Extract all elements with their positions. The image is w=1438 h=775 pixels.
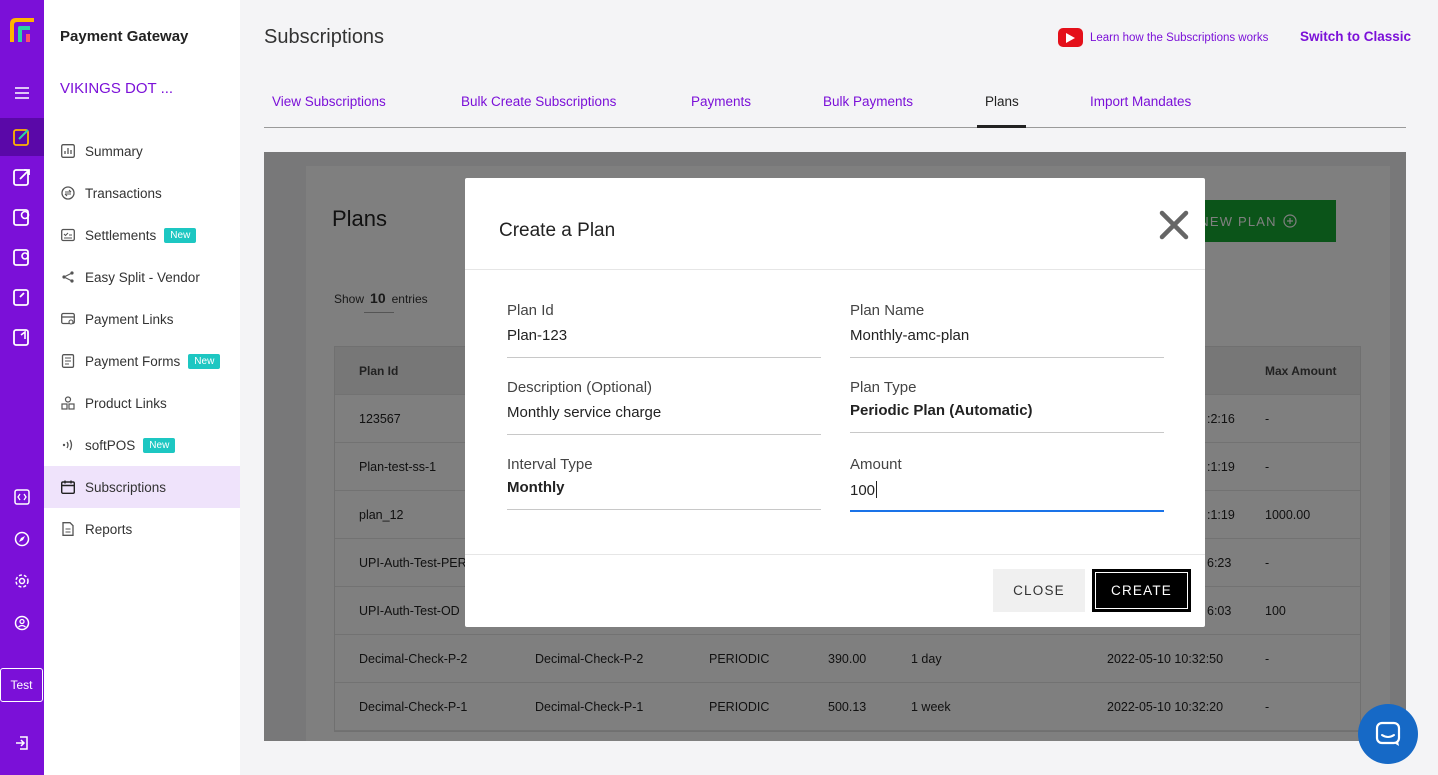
plan-type-select[interactable]: Periodic Plan (Automatic)	[850, 402, 1164, 433]
payment-gateway-icon[interactable]	[0, 118, 44, 156]
plan-id-input[interactable]: Plan-123	[507, 327, 821, 358]
profile-icon[interactable]	[0, 604, 44, 642]
chat-launcher[interactable]	[1358, 704, 1418, 764]
learn-link-label: Learn how the Subscriptions works	[1090, 31, 1269, 44]
description-input[interactable]: Monthly service charge	[507, 404, 821, 435]
sidebar: Payment Gateway VIKINGS DOT ... Summary …	[44, 0, 240, 775]
chat-icon	[1375, 721, 1401, 746]
text-cursor	[876, 481, 878, 498]
tab-payments[interactable]: Payments	[691, 94, 752, 109]
sidebar-item-label: Subscriptions	[85, 479, 167, 495]
active-tab-indicator	[977, 125, 1026, 128]
tab-bulk-create-subscriptions[interactable]: Bulk Create Subscriptions	[461, 94, 617, 109]
sidebar-item-summary[interactable]: Summary	[44, 130, 240, 172]
create-plan-dialog: Create a Plan Plan Id Plan-123 Plan Name…	[465, 178, 1205, 627]
plan-name-field: Plan Name Monthly-amc-plan	[850, 302, 1164, 358]
plan-id-field: Plan Id Plan-123	[507, 302, 821, 358]
cashgram-icon[interactable]	[0, 318, 44, 356]
interval-type-label: Interval Type	[507, 456, 593, 473]
tab-import-mandates[interactable]: Import Mandates	[1090, 94, 1192, 109]
tab-plans[interactable]: Plans	[985, 94, 1019, 109]
create-button[interactable]: CREATE	[1092, 569, 1191, 612]
close-icon[interactable]	[1157, 208, 1191, 242]
sidebar-item-payment-forms[interactable]: Payment Forms New	[44, 340, 240, 382]
developers-icon[interactable]	[0, 478, 44, 516]
tab-bulk-payments[interactable]: Bulk Payments	[823, 94, 914, 109]
new-badge: New	[164, 227, 197, 243]
explore-icon[interactable]	[0, 520, 44, 558]
sidebar-item-label: softPOS	[85, 437, 136, 453]
auto-collect-icon[interactable]	[0, 278, 44, 316]
product-title: Payment Gateway	[60, 28, 189, 45]
plan-id-label: Plan Id	[507, 302, 554, 319]
sidebar-item-label: Reports	[85, 521, 133, 537]
secure-id-icon[interactable]	[0, 238, 44, 276]
amount-value: 100	[850, 482, 876, 499]
plan-type-field: Plan Type Periodic Plan (Automatic)	[850, 379, 1164, 433]
plan-type-label: Plan Type	[850, 379, 917, 396]
transactions-icon	[60, 185, 76, 201]
description-field: Description (Optional) Monthly service c…	[507, 379, 821, 435]
logout-icon[interactable]	[0, 724, 44, 762]
sidebar-item-label: Transactions	[85, 185, 162, 201]
merchant-name[interactable]: VIKINGS DOT ...	[60, 80, 174, 97]
learn-link[interactable]: Learn how the Subscriptions works	[1058, 28, 1268, 47]
dialog-title: Create a Plan	[499, 220, 616, 241]
sidebar-item-label: Settlements	[85, 227, 157, 243]
sidebar-item-easy-split[interactable]: Easy Split - Vendor	[44, 256, 240, 298]
settlements-icon	[60, 227, 76, 243]
dialog-header: Create a Plan	[465, 178, 1205, 270]
close-button[interactable]: CLOSE	[993, 569, 1085, 612]
amount-label: Amount	[850, 456, 902, 473]
payment-link-icon	[60, 311, 76, 327]
new-badge: New	[143, 437, 176, 453]
sidebar-item-label: Payment Forms	[85, 353, 181, 369]
sidebar-item-transactions[interactable]: Transactions	[44, 172, 240, 214]
sidebar-item-label: Summary	[85, 143, 143, 159]
page-title: Subscriptions	[264, 26, 385, 48]
tab-view-subscriptions[interactable]: View Subscriptions	[272, 94, 386, 109]
nfc-icon	[60, 437, 76, 453]
interval-type-field: Interval Type Monthly	[507, 456, 821, 510]
plan-name-label: Plan Name	[850, 302, 925, 319]
calendar-icon	[60, 479, 76, 495]
sidebar-item-settlements[interactable]: Settlements New	[44, 214, 240, 256]
verification-icon[interactable]	[0, 198, 44, 236]
sidebar-item-label: Product Links	[85, 395, 167, 411]
sidebar-item-reports[interactable]: Reports	[44, 508, 240, 550]
split-icon	[60, 269, 76, 285]
form-icon	[60, 353, 76, 369]
bar-chart-icon	[60, 143, 76, 159]
interval-type-select[interactable]: Monthly	[507, 479, 821, 510]
sidebar-item-softpos[interactable]: softPOS New	[44, 424, 240, 466]
settings-icon[interactable]	[0, 562, 44, 600]
logo-icon	[10, 18, 34, 42]
youtube-icon	[1058, 28, 1083, 47]
sidebar-item-label: Easy Split - Vendor	[85, 269, 200, 285]
sidebar-item-subscriptions[interactable]: Subscriptions	[44, 466, 240, 508]
sidebar-item-payment-links[interactable]: Payment Links	[44, 298, 240, 340]
switch-to-classic-link[interactable]: Switch to Classic	[1300, 29, 1412, 44]
sidebar-item-product-links[interactable]: Product Links	[44, 382, 240, 424]
payouts-icon[interactable]	[0, 158, 44, 196]
environment-toggle[interactable]: Test	[0, 668, 43, 702]
new-badge: New	[188, 353, 221, 369]
menu-icon[interactable]	[0, 74, 44, 112]
description-label: Description (Optional)	[507, 379, 653, 396]
dialog-footer-divider	[465, 554, 1205, 555]
icon-rail: Test	[0, 0, 44, 775]
product-icon	[60, 395, 76, 411]
plan-name-input[interactable]: Monthly-amc-plan	[850, 327, 1164, 358]
document-icon	[60, 521, 76, 537]
sidebar-item-label: Payment Links	[85, 311, 174, 327]
subscription-tabs: View Subscriptions Bulk Create Subscript…	[264, 88, 1406, 128]
amount-input[interactable]: 100	[850, 481, 1164, 512]
amount-field: Amount 100	[850, 456, 1164, 512]
sidebar-nav: Summary Transactions Settlements New Eas…	[44, 130, 240, 550]
